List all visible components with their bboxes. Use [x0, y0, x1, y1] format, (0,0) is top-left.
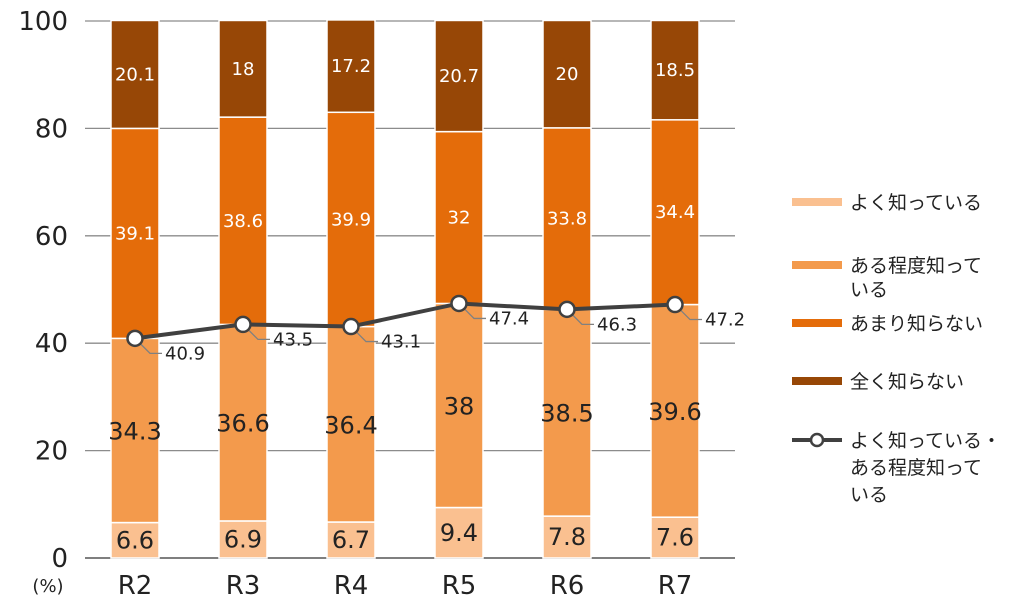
bar-segment — [218, 19, 268, 118]
line-marker — [342, 317, 360, 336]
y-tick-label: 0 — [51, 544, 68, 574]
bar-segment — [218, 520, 268, 559]
data-label: 34.4 — [655, 202, 695, 223]
data-label: 38.5 — [540, 400, 593, 428]
total-label: 47.4 — [489, 308, 529, 329]
data-label: 6.7 — [332, 526, 370, 554]
data-label: 9.4 — [440, 519, 478, 547]
bar-segment — [650, 19, 700, 121]
x-tick-label: R5 — [442, 571, 477, 601]
data-label: 20.1 — [115, 64, 155, 85]
data-label: 36.6 — [216, 410, 269, 438]
data-label: 38 — [444, 392, 475, 420]
legend-label: よく知っている・ある程度知っている — [850, 430, 1001, 506]
legend-swatch — [792, 319, 842, 327]
bar-segment — [218, 116, 268, 326]
y-unit-label: (%) — [32, 576, 63, 597]
data-label: 7.6 — [656, 524, 694, 552]
line-marker — [234, 315, 252, 334]
data-label: 20.7 — [439, 66, 479, 87]
x-tick-label: R6 — [550, 571, 585, 601]
total-line: 40.9 43.5 43.1 47.4 46.3 47.2 — [126, 294, 745, 364]
y-tick-label: 40 — [35, 329, 68, 359]
x-axis: R2 R3 R4 R5 R6 R7 — [118, 571, 693, 601]
bar-segment — [542, 19, 592, 129]
y-tick-label: 100 — [18, 7, 68, 37]
total-line-path — [134, 301, 676, 341]
bar-segment — [434, 19, 484, 133]
data-label: 33.8 — [547, 209, 587, 230]
x-tick-label: R3 — [226, 571, 261, 601]
bar-segment — [326, 19, 376, 114]
legend-swatch — [792, 261, 842, 269]
data-label: 6.6 — [116, 526, 154, 554]
bar-segment — [650, 303, 700, 518]
legend-label: あまり知らない — [850, 313, 983, 335]
total-label: 40.9 — [165, 343, 205, 364]
total-label: 43.5 — [273, 329, 313, 350]
data-label: 6.9 — [224, 525, 262, 553]
legend-label: ある程度知っている — [850, 255, 982, 301]
bar-segment — [434, 130, 484, 305]
legend-swatch — [792, 377, 842, 385]
bar-segment — [650, 119, 700, 306]
data-label: 32 — [448, 208, 471, 229]
legend-label: 全く知らない — [850, 371, 964, 393]
data-label: 18 — [232, 59, 255, 80]
data-label: 34.3 — [108, 417, 161, 445]
data-label: 39.9 — [331, 209, 371, 230]
data-label: 39.1 — [115, 223, 155, 244]
y-tick-label: 80 — [35, 114, 68, 144]
bar-segment — [110, 19, 160, 130]
data-label: 38.6 — [223, 211, 263, 232]
bar-segment — [110, 127, 160, 340]
data-label: 36.4 — [324, 411, 377, 439]
bar-segment — [326, 111, 376, 328]
bar-segment — [650, 516, 700, 559]
x-tick-label: R4 — [334, 571, 369, 601]
y-tick-label: 20 — [35, 437, 68, 467]
data-label: 7.8 — [548, 523, 586, 551]
legend: よく知っているある程度知っているあまり知らない全く知らないよく知っている・ある程… — [792, 192, 1001, 506]
bar-segment — [110, 337, 160, 524]
x-tick-label: R2 — [118, 571, 153, 601]
legend-swatch — [792, 198, 842, 206]
legend-line-marker — [809, 432, 825, 448]
bars: 6.6 34.3 39.1 20.1 6.9 36.6 38.6 18 6.7 36.4 39.9 1… — [108, 19, 702, 559]
line-marker — [558, 300, 576, 319]
bar-segment — [542, 127, 592, 311]
x-tick-label: R7 — [658, 571, 693, 601]
line-marker — [126, 329, 144, 348]
grid-lines — [85, 20, 735, 559]
data-label: 18.5 — [655, 60, 695, 81]
y-tick-label: 60 — [35, 222, 68, 252]
data-label: 17.2 — [331, 56, 371, 77]
y-axis: 0 20 40 60 80 100 — [18, 7, 68, 574]
bar-segment — [326, 325, 376, 523]
bar-segment — [434, 302, 484, 509]
line-marker — [666, 295, 684, 314]
total-label: 47.2 — [705, 310, 745, 331]
total-label: 43.1 — [381, 332, 421, 353]
bar-segment — [218, 323, 268, 522]
data-label: 20 — [556, 64, 579, 85]
total-label: 46.3 — [597, 314, 637, 335]
data-label: 39.6 — [648, 398, 701, 426]
bar-segment — [434, 506, 484, 559]
legend-label: よく知っている — [850, 192, 982, 214]
line-marker — [450, 294, 468, 313]
